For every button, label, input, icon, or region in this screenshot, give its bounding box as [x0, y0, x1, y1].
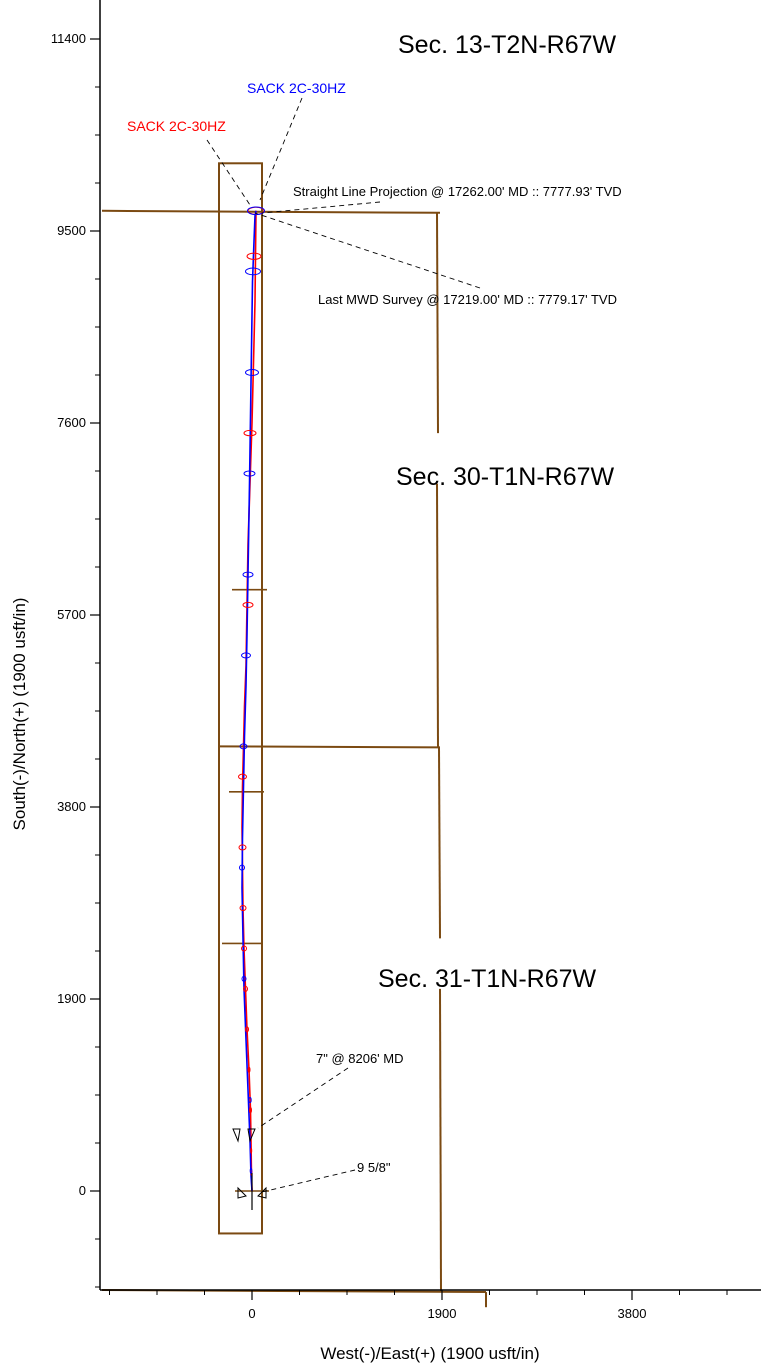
uncertainty-ellipse-red: [238, 844, 247, 851]
uncertainty-ellipse-red: [249, 1107, 252, 1114]
uncertainty-ellipse-blue: [247, 206, 265, 216]
casing-958-symbol: [257, 1186, 267, 1199]
uncertainty-ellipse-blue: [239, 864, 245, 871]
leader-projection: [261, 201, 381, 214]
uncertainty-ellipse-red: [241, 945, 247, 952]
projection-annotation: Straight Line Projection @ 17262.00' MD …: [293, 184, 622, 199]
x-tick-label: 0: [248, 1306, 255, 1321]
uncertainty-ellipse-red: [242, 601, 254, 608]
y-tick-label: 5700: [57, 607, 86, 622]
casing-7-symbol: [247, 1128, 256, 1143]
casing-958-symbol: [237, 1186, 247, 1199]
section-line-h-1: [218, 745, 441, 749]
uncertainty-ellipse-blue: [245, 369, 259, 376]
well-path-blue: [241, 210, 257, 1192]
section-line-v-3: [439, 988, 442, 1293]
section-label-30: Sec. 30-T1N-R67W: [396, 463, 615, 491]
uncertainty-ellipse-red: [243, 985, 248, 992]
well-paths: [206, 97, 481, 1210]
last-survey-annotation: Last MWD Survey @ 17219.00' MD :: 7779.1…: [318, 292, 617, 307]
leader-casing-7: [257, 1067, 349, 1129]
x-tick-label: 3800: [618, 1306, 647, 1321]
section-line-v-2: [438, 747, 441, 939]
uncertainty-ellipse-red: [238, 773, 247, 780]
uncertainty-ellipse-red: [243, 429, 257, 437]
axes: 0 1900 3800 5700 7600 9500 11400 0 1900 3800: [51, 0, 761, 1321]
section-boundaries: [101, 162, 487, 1308]
uncertainty-ellipse-blue: [242, 571, 254, 578]
uncertainty-ellipse-red: [250, 1147, 253, 1154]
lease-boundary-box: [218, 162, 263, 1235]
section-line-v-0: [436, 212, 439, 434]
x-tick-label: 1900: [428, 1306, 457, 1321]
section-line-v-1: [436, 483, 439, 748]
casing-7-annotation: 7" @ 8206' MD: [316, 1051, 404, 1066]
y-tick-label: 9500: [57, 223, 86, 238]
uncertainty-ellipse-blue: [241, 975, 247, 982]
uncertainty-ellipse-red: [247, 1066, 251, 1073]
leader-blue-label: [259, 97, 303, 201]
x-axis-title: West(-)/East(+) (1900 usft/in): [320, 1344, 539, 1363]
y-tick-label: 7600: [57, 415, 86, 430]
casing-958-annotation: 9 5/8": [357, 1160, 391, 1175]
section-label-31: Sec. 31-T1N-R67W: [378, 965, 597, 993]
leader-last-survey: [254, 212, 481, 289]
uncertainty-ellipse-red: [246, 252, 262, 260]
well-label-red: SACK 2C-30HZ: [127, 118, 226, 134]
uncertainty-ellipse-blue: [241, 652, 251, 659]
y-axis-title: South(-)/North(+) (1900 usft/in): [10, 598, 29, 831]
y-tick-label: 0: [79, 1183, 86, 1198]
leader-casing-958: [261, 1169, 356, 1193]
y-tick-label: 11400: [51, 31, 86, 46]
well-path-red: [241, 210, 257, 1192]
uncertainty-ellipse-blue: [243, 470, 256, 477]
y-tick-label: 1900: [57, 991, 86, 1006]
casing-7-symbol: [232, 1128, 241, 1143]
well-label-blue: SACK 2C-30HZ: [247, 80, 346, 96]
chart-labels: South(-)/North(+) (1900 usft/in) West(-)…: [10, 31, 622, 1363]
uncertainty-ellipse-blue: [239, 743, 248, 750]
section-label-13: Sec. 13-T2N-R67W: [398, 31, 617, 59]
leader-red-label: [206, 139, 251, 206]
uncertainty-ellipse-red: [239, 905, 247, 912]
uncertainty-ellipse-blue: [248, 1097, 252, 1104]
uncertainty-ellipse-red: [245, 1026, 249, 1033]
uncertainty-ellipse-blue: [249, 1167, 253, 1174]
uncertainty-ellipse-blue: [245, 267, 261, 276]
y-tick-label: 3800: [57, 799, 86, 814]
